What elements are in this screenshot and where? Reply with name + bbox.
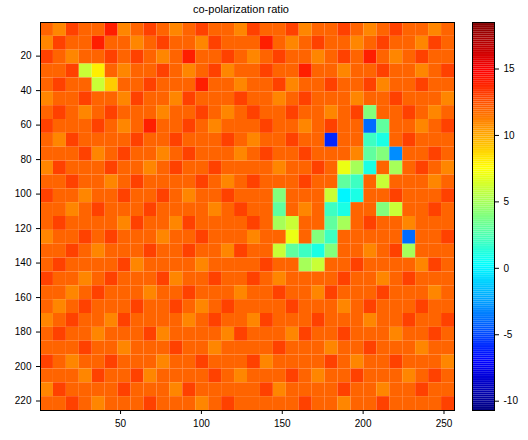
svg-text:15: 15 bbox=[504, 63, 516, 74]
svg-text:200: 200 bbox=[355, 418, 372, 429]
svg-text:40: 40 bbox=[20, 85, 32, 96]
svg-text:20: 20 bbox=[20, 50, 32, 61]
svg-text:180: 180 bbox=[15, 326, 32, 337]
svg-text:60: 60 bbox=[20, 119, 32, 130]
svg-text:120: 120 bbox=[15, 223, 32, 234]
svg-text:100: 100 bbox=[15, 188, 32, 199]
svg-text:-5: -5 bbox=[504, 329, 513, 340]
svg-text:250: 250 bbox=[436, 418, 453, 429]
svg-text:0: 0 bbox=[504, 263, 510, 274]
html-text:co-polarization ratio: co-polarization ratio bbox=[193, 3, 289, 15]
svg-text:-10: -10 bbox=[504, 395, 519, 406]
svg-text:5: 5 bbox=[504, 196, 510, 207]
svg-text:100: 100 bbox=[193, 418, 210, 429]
svg-text:10: 10 bbox=[504, 130, 516, 141]
svg-text:160: 160 bbox=[15, 292, 32, 303]
svg-text:220: 220 bbox=[15, 395, 32, 406]
svg-text:150: 150 bbox=[274, 418, 291, 429]
svg-text:140: 140 bbox=[15, 257, 32, 268]
svg-text:50: 50 bbox=[115, 418, 127, 429]
svg-text:200: 200 bbox=[15, 361, 32, 372]
svg-text:80: 80 bbox=[20, 154, 32, 165]
